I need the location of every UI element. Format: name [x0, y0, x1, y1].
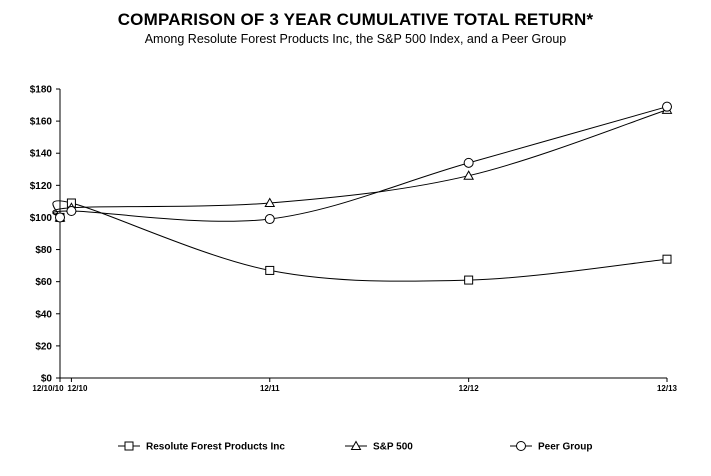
- y-tick-label: $120: [30, 181, 53, 192]
- x-tick-label: 12/11: [260, 384, 280, 393]
- legend-label-peer-group: Peer Group: [538, 442, 592, 453]
- y-axis-ticks: $0 $20 $40 $60 $80 $100 $120 $140 $160 $180: [30, 85, 60, 385]
- y-tick-label: $40: [35, 309, 52, 320]
- y-tick-label: $180: [30, 85, 53, 96]
- x-axis-ticks: 12/10/10 12/10 12/11 12/12 12/13: [32, 378, 678, 393]
- legend-label-s-p-500: S&P 500: [373, 442, 413, 453]
- y-tick-label: $140: [30, 149, 53, 160]
- y-tick-label: $20: [35, 341, 52, 352]
- series-line-s-p-500: [52, 109, 668, 218]
- x-tick-label: 12/10: [67, 384, 88, 393]
- series-line-resolute-forest-products-inc: [52, 200, 668, 282]
- y-tick-label: $0: [41, 374, 53, 385]
- data-point-resolute-forest-products-inc: [662, 254, 672, 264]
- data-point-resolute-forest-products-inc: [265, 265, 275, 275]
- x-tick-label: 12/13: [657, 384, 678, 393]
- chart-subtitle: Among Resolute Forest Products Inc, the …: [144, 32, 567, 46]
- data-point-peer-group: [66, 206, 77, 217]
- series-line-peer-group: [52, 106, 668, 222]
- series-lines: [52, 106, 668, 282]
- data-point-peer-group: [662, 101, 672, 112]
- y-tick-label: $60: [35, 277, 52, 288]
- legend-marker-s-p-500: [350, 440, 362, 450]
- data-point-peer-group: [264, 214, 275, 225]
- series-markers: [54, 101, 673, 285]
- data-point-resolute-forest-products-inc: [464, 275, 474, 285]
- x-tick-label: 12/10/10: [32, 384, 64, 393]
- legend: Resolute Forest Products Inc S&P 500 Peer …: [118, 440, 592, 453]
- legend-label-resolute-forest-products-inc: Resolute Forest Products Inc: [146, 442, 285, 453]
- data-point-s-p-500: [264, 197, 276, 207]
- y-tick-label: $100: [30, 213, 53, 224]
- y-tick-label: $80: [35, 245, 52, 256]
- y-tick-label: $160: [30, 117, 53, 128]
- data-point-peer-group: [55, 212, 65, 223]
- legend-marker-resolute-forest-products-inc: [124, 441, 134, 451]
- legend-marker-peer-group: [516, 441, 526, 451]
- data-point-peer-group: [463, 157, 474, 168]
- x-tick-label: 12/12: [459, 384, 480, 393]
- data-point-s-p-500: [463, 170, 475, 180]
- chart-title: COMPARISON OF 3 YEAR CUMULATIVE TOTAL RE…: [117, 10, 594, 29]
